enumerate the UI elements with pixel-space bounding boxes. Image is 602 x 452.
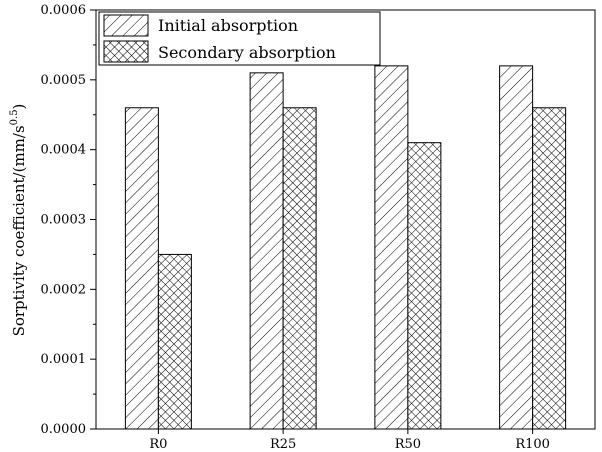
y-tick-label: 0.0001 <box>41 352 87 367</box>
bars-group <box>124 65 567 430</box>
bar-initial-r100 <box>499 65 534 430</box>
legend: Initial absorption Secondary absorption <box>98 11 381 66</box>
x-tick-label-r25: R25 <box>270 437 296 452</box>
y-tick-label: 0.0005 <box>41 73 87 88</box>
bar-secondary-r0 <box>157 253 192 430</box>
bar-initial-r0 <box>124 107 159 430</box>
y-tick-label: 0.0004 <box>41 143 87 158</box>
x-axis-ticks: R0 R25 R50 R100 <box>149 429 550 452</box>
bar-secondary-r25 <box>282 107 317 430</box>
x-tick-label-r100: R100 <box>515 437 550 452</box>
y-axis-title-exponent: 0.5 <box>9 109 20 125</box>
y-tick-label: 0.0006 <box>41 3 87 18</box>
y-tick-label: 0.0000 <box>41 422 87 437</box>
legend-swatch-initial <box>103 14 149 37</box>
bar-initial-r25 <box>249 72 284 430</box>
y-tick-label: 0.0003 <box>41 213 87 228</box>
legend-swatch-secondary <box>103 40 149 63</box>
bar-secondary-r50 <box>407 142 442 430</box>
legend-label-secondary: Secondary absorption <box>158 43 336 62</box>
x-tick-label-r50: R50 <box>395 437 421 452</box>
y-axis-title: Sorptivity coefficient/(mm/s0.5) <box>9 104 28 337</box>
y-tick-label: 0.0002 <box>41 282 87 297</box>
bar-secondary-r100 <box>532 107 567 430</box>
y-axis-title-close: ) <box>10 104 28 110</box>
y-axis-title-main: Sorptivity coefficient/(mm/s <box>10 125 28 336</box>
y-axis-ticks: 0.0000 0.0001 0.0002 0.0003 0.0004 0.0005 0.00… <box>41 3 96 437</box>
legend-label-initial: Initial absorption <box>158 16 298 35</box>
bar-initial-r50 <box>374 65 409 430</box>
x-tick-label-r0: R0 <box>149 437 167 452</box>
